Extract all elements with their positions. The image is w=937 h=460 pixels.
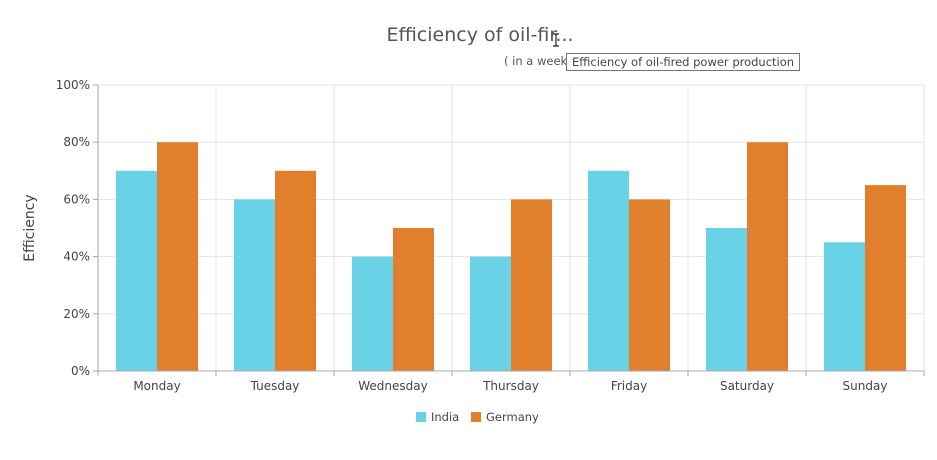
legend-swatch [416, 412, 426, 422]
axis-layer: 0% 20% 40% 60% 80% 100% Monday Tuesday Wednesday… [56, 78, 925, 393]
text-cursor-icon [553, 33, 559, 47]
y-tick-label: 20% [63, 307, 90, 321]
title-tooltip: Efficiency of oil-fired power production [566, 53, 801, 71]
x-tick-label: Wednesday [358, 379, 427, 393]
legend-label: India [431, 410, 459, 424]
y-tick-label: 60% [63, 192, 90, 206]
legend-label: Germany [486, 410, 539, 424]
x-tick-label: Saturday [720, 379, 774, 393]
x-tick-label: Monday [133, 379, 180, 393]
bar-india-saturday[interactable] [706, 228, 747, 371]
bar-germany-tuesday[interactable] [275, 170, 316, 371]
bar-india-sunday[interactable] [824, 242, 865, 371]
bar-layer [116, 142, 906, 371]
y-tick-label: 40% [63, 250, 90, 264]
bar-germany-wednesday[interactable] [393, 228, 434, 371]
x-tick-label: Thursday [482, 379, 539, 393]
y-tick-label: 80% [63, 135, 90, 149]
bar-germany-friday[interactable] [629, 199, 670, 371]
x-tick-label: Sunday [843, 379, 888, 393]
legend-item-india[interactable]: India [416, 410, 459, 424]
bar-germany-sunday[interactable] [865, 185, 906, 371]
y-axis-label: Efficiency [22, 194, 38, 261]
bar-india-wednesday[interactable] [352, 256, 393, 371]
bar-germany-monday[interactable] [157, 142, 198, 371]
legend-swatch [471, 412, 481, 422]
x-tick-label: Tuesday [250, 379, 300, 393]
bar-india-friday[interactable] [588, 170, 629, 371]
y-tick-label: 100% [56, 78, 90, 92]
chart-title: Efficiency of oil-fir... [386, 24, 573, 46]
y-tick-label: 0% [71, 364, 90, 378]
bar-germany-thursday[interactable] [511, 199, 552, 371]
bar-india-monday[interactable] [116, 170, 157, 371]
bar-india-tuesday[interactable] [234, 199, 275, 371]
legend-item-germany[interactable]: Germany [471, 410, 539, 424]
chart-subtitle: ( in a week [504, 54, 568, 68]
legend[interactable]: India Germany [416, 410, 539, 424]
x-tick-label: Friday [611, 379, 647, 393]
bar-germany-saturday[interactable] [747, 142, 788, 371]
bar-india-thursday[interactable] [470, 256, 511, 371]
